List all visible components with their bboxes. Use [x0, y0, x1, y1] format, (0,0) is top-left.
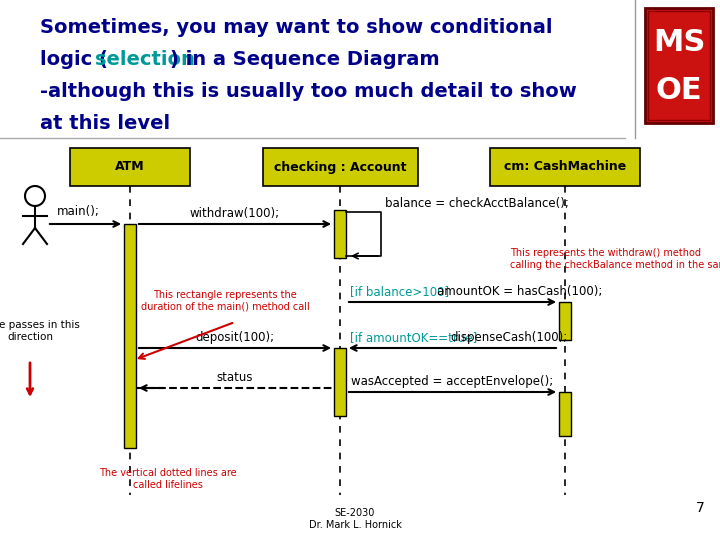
- Text: Time passes in this
direction: Time passes in this direction: [0, 320, 80, 342]
- Bar: [645, 8, 713, 123]
- Text: withdraw(100);: withdraw(100);: [190, 207, 280, 220]
- Bar: [70, 148, 190, 186]
- Text: This rectangle represents the
duration of the main() method call: This rectangle represents the duration o…: [140, 290, 310, 312]
- Bar: [559, 302, 571, 340]
- Text: ) in a Sequence Diagram: ) in a Sequence Diagram: [170, 50, 440, 69]
- Bar: [334, 348, 346, 416]
- Text: 7: 7: [696, 501, 704, 515]
- Text: [if balance>100]: [if balance>100]: [350, 285, 453, 298]
- Bar: [559, 392, 571, 436]
- Text: Dr. Mark L. Hornick: Dr. Mark L. Hornick: [309, 520, 402, 530]
- Text: deposit(100);: deposit(100);: [195, 331, 274, 344]
- Text: dispenseCash(100);: dispenseCash(100);: [450, 331, 567, 344]
- Bar: [334, 210, 346, 258]
- Text: main();: main();: [57, 205, 99, 218]
- Text: The vertical dotted lines are
called lifelines: The vertical dotted lines are called lif…: [99, 468, 237, 490]
- Bar: [648, 11, 710, 120]
- Text: amountOK = hasCash(100);: amountOK = hasCash(100);: [437, 285, 602, 298]
- Text: selection: selection: [94, 50, 194, 69]
- Text: This represents the withdraw() method
calling the checkBalance method in the sam: This represents the withdraw() method ca…: [510, 248, 720, 269]
- Text: at this level: at this level: [40, 114, 170, 133]
- Text: OE: OE: [656, 76, 702, 105]
- Text: [if amountOK==true]: [if amountOK==true]: [350, 331, 481, 344]
- Bar: [263, 148, 418, 186]
- Text: logic (: logic (: [40, 50, 108, 69]
- Text: -although this is usually too much detail to show: -although this is usually too much detai…: [40, 82, 577, 101]
- Text: ATM: ATM: [115, 160, 145, 173]
- Text: Sometimes, you may want to show conditional: Sometimes, you may want to show conditio…: [40, 18, 552, 37]
- Text: SE-2030: SE-2030: [335, 508, 375, 518]
- Bar: [124, 224, 136, 448]
- Text: wasAccepted = acceptEnvelope();: wasAccepted = acceptEnvelope();: [351, 375, 554, 388]
- Text: status: status: [217, 371, 253, 384]
- Text: cm: CashMachine: cm: CashMachine: [504, 160, 626, 173]
- Text: balance = checkAcctBalance();: balance = checkAcctBalance();: [385, 197, 569, 210]
- Text: checking : Account: checking : Account: [274, 160, 406, 173]
- Bar: [490, 148, 640, 186]
- Text: MS: MS: [653, 28, 705, 57]
